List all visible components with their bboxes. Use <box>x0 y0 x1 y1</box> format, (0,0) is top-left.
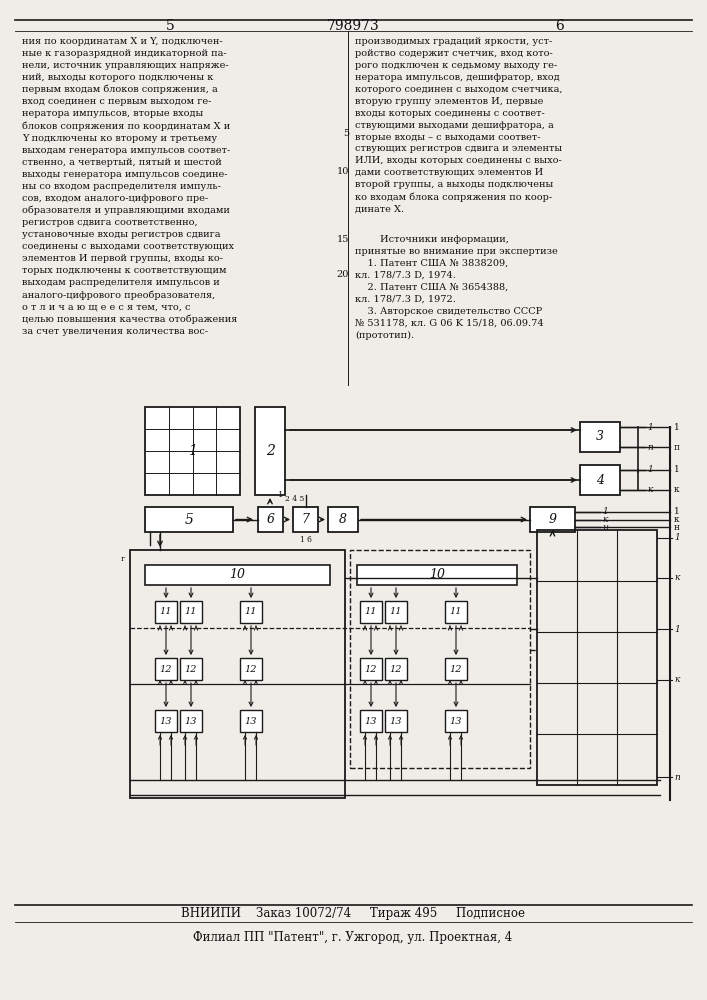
Text: 10: 10 <box>230 568 245 582</box>
Text: н: н <box>674 522 680 532</box>
Text: 1: 1 <box>188 444 197 458</box>
Text: 2: 2 <box>266 444 274 458</box>
Bar <box>258 507 283 532</box>
Text: к: к <box>647 486 653 494</box>
Bar <box>445 710 467 732</box>
Text: 5: 5 <box>185 512 194 526</box>
Text: 12: 12 <box>365 664 378 674</box>
Bar <box>537 530 657 785</box>
Text: производимых градаций яркости, уст-
ройство содержит счетчик, вход кото-
рого по: производимых градаций яркости, уст- ройс… <box>355 37 563 214</box>
Text: 20: 20 <box>337 270 349 279</box>
Text: 7: 7 <box>301 513 310 526</box>
Text: 1: 1 <box>647 422 653 432</box>
Text: 1: 1 <box>674 466 679 475</box>
Text: 13: 13 <box>185 716 197 726</box>
Text: 1: 1 <box>674 422 679 432</box>
Text: к: к <box>602 515 607 524</box>
Text: 6: 6 <box>267 513 274 526</box>
Bar <box>155 710 177 732</box>
Text: 13: 13 <box>450 716 462 726</box>
Bar <box>360 601 382 623</box>
Text: 12: 12 <box>450 664 462 674</box>
Text: к: к <box>674 574 679 582</box>
Bar <box>130 550 345 798</box>
Text: 11: 11 <box>390 607 402 616</box>
Text: 12: 12 <box>160 664 173 674</box>
Bar <box>328 507 358 532</box>
Text: н: н <box>602 522 608 532</box>
Bar <box>180 601 202 623</box>
Bar <box>580 465 620 495</box>
Text: 11: 11 <box>245 607 257 616</box>
Text: 6: 6 <box>556 19 564 33</box>
Bar <box>360 658 382 680</box>
Text: 13: 13 <box>390 716 402 726</box>
Bar <box>580 422 620 452</box>
Bar <box>385 710 407 732</box>
Text: 11: 11 <box>160 607 173 616</box>
Bar <box>155 658 177 680</box>
Bar <box>145 507 233 532</box>
Text: 4: 4 <box>596 474 604 487</box>
Bar <box>385 601 407 623</box>
Bar <box>145 407 240 495</box>
Text: 11: 11 <box>365 607 378 616</box>
Text: 15: 15 <box>337 235 349 244</box>
Text: Филиал ПП "Патент", г. Ужгород, ул. Проектная, 4: Филиал ПП "Патент", г. Ужгород, ул. Прое… <box>194 930 513 944</box>
Bar <box>357 565 517 585</box>
Bar <box>255 407 285 495</box>
Bar <box>180 658 202 680</box>
Bar <box>385 658 407 680</box>
Text: п: п <box>674 442 680 452</box>
Bar <box>180 710 202 732</box>
Text: 1: 1 <box>674 508 679 516</box>
Text: 5: 5 <box>343 129 349 138</box>
Text: Источники информации,
принятые во внимание при экспертизе
    1. Патент США № 38: Источники информации, принятые во вниман… <box>355 235 558 340</box>
Bar <box>360 710 382 732</box>
Text: 798973: 798973 <box>327 19 380 33</box>
Text: к: к <box>674 486 679 494</box>
Text: к: к <box>674 515 679 524</box>
Text: 1: 1 <box>647 466 653 475</box>
Bar <box>145 565 330 585</box>
Text: 5: 5 <box>165 19 175 33</box>
Text: 1 б: 1 б <box>300 536 312 544</box>
Text: 13: 13 <box>245 716 257 726</box>
Bar <box>240 710 262 732</box>
Bar <box>155 601 177 623</box>
Text: 2 4 5: 2 4 5 <box>285 495 305 503</box>
Text: ВНИИПИ    Заказ 10072/74     Тираж 495     Подписное: ВНИИПИ Заказ 10072/74 Тираж 495 Подписно… <box>181 906 525 920</box>
Text: n: n <box>674 772 679 782</box>
Text: к: к <box>674 676 679 684</box>
Text: 13: 13 <box>365 716 378 726</box>
Text: 9: 9 <box>549 513 556 526</box>
Text: 3: 3 <box>596 430 604 444</box>
Text: 13: 13 <box>160 716 173 726</box>
Text: ния по координатам X и Y, подключен-
ные к газоразрядной индикаторной па-
нели, : ния по координатам X и Y, подключен- ные… <box>22 37 238 336</box>
Bar <box>530 507 575 532</box>
Text: 12: 12 <box>390 664 402 674</box>
Bar <box>240 658 262 680</box>
Text: 8: 8 <box>339 513 347 526</box>
Bar <box>445 658 467 680</box>
Text: 1: 1 <box>279 491 284 499</box>
Bar <box>240 601 262 623</box>
Text: 11: 11 <box>450 607 462 616</box>
Bar <box>445 601 467 623</box>
Text: 10: 10 <box>429 568 445 582</box>
Text: г: г <box>121 555 125 563</box>
Text: 1: 1 <box>674 624 679 634</box>
Text: п: п <box>647 442 653 452</box>
Text: 10: 10 <box>337 167 349 176</box>
Text: 1: 1 <box>674 534 679 542</box>
Text: 1: 1 <box>602 508 608 516</box>
Bar <box>293 507 318 532</box>
Text: 12: 12 <box>245 664 257 674</box>
Text: 12: 12 <box>185 664 197 674</box>
Text: 11: 11 <box>185 607 197 616</box>
Bar <box>350 550 530 768</box>
